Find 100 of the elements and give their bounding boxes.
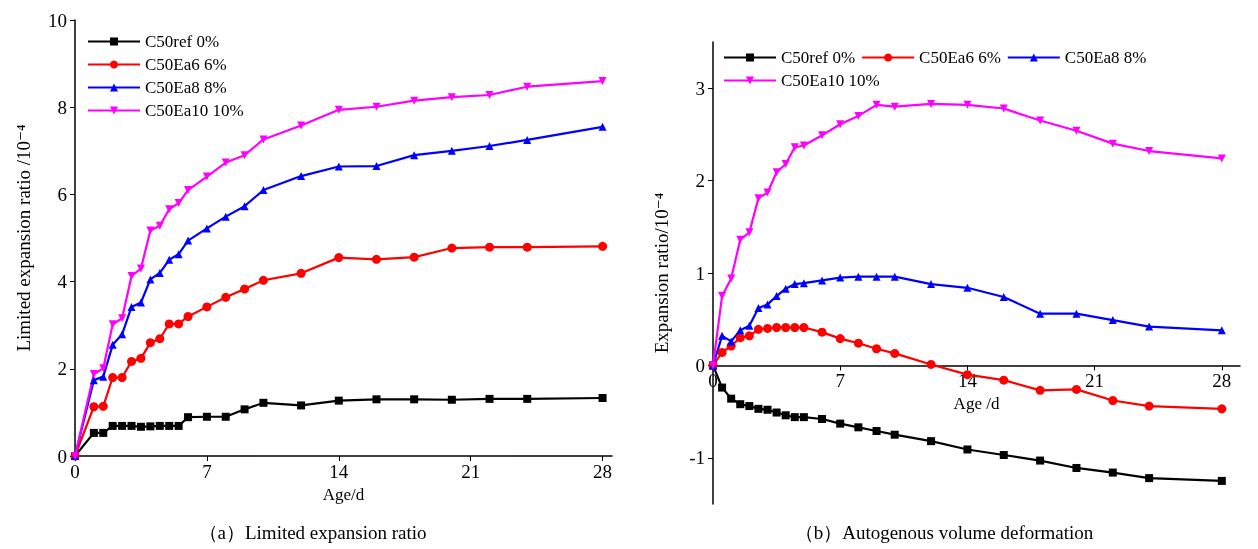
point (717, 347, 727, 357)
legend-label: C50Ea6 6% (145, 55, 227, 74)
point (372, 162, 381, 171)
point (763, 405, 772, 414)
point (118, 421, 127, 430)
point (1217, 154, 1226, 163)
y-tick-label: -1 (689, 447, 705, 469)
point (772, 323, 782, 333)
point (854, 111, 863, 120)
legend-label: C50ref 0% (145, 32, 220, 51)
point (853, 338, 863, 348)
y-tick-label: 1 (695, 262, 705, 284)
y-tick-label: 3 (695, 77, 705, 99)
point (818, 131, 827, 140)
point (221, 292, 231, 302)
point (1217, 404, 1227, 414)
legend-label: C50Ea8 8% (1064, 48, 1147, 67)
point (872, 100, 881, 109)
point (165, 421, 174, 430)
point (598, 122, 607, 131)
point (836, 419, 845, 428)
point (854, 423, 863, 432)
point (297, 401, 306, 410)
point (926, 359, 936, 369)
point (155, 334, 165, 344)
point (817, 327, 827, 337)
y-tick-label: 6 (57, 183, 67, 205)
x-tick-label: 0 (70, 461, 80, 482)
x-axis-title: Age /d (953, 394, 1000, 414)
point (963, 283, 972, 292)
x-tick-label: 21 (461, 461, 481, 482)
point (736, 400, 745, 409)
point (136, 422, 145, 431)
point (963, 100, 972, 109)
point (164, 319, 174, 329)
point (334, 253, 344, 263)
point (727, 394, 736, 403)
point (184, 186, 193, 195)
point (799, 413, 808, 422)
y-tick-label: 10 (48, 9, 67, 31)
point (240, 405, 249, 414)
point (410, 395, 419, 404)
point (174, 250, 183, 259)
point (89, 376, 98, 385)
point (259, 135, 268, 144)
point (818, 414, 827, 423)
point (744, 331, 754, 341)
point (1072, 463, 1081, 472)
point (854, 272, 863, 281)
legend-label: C50Ea6 6% (919, 48, 1001, 67)
point (258, 275, 268, 285)
point (108, 373, 118, 383)
point (334, 396, 343, 405)
text: （b）Autogenous volume deformation (794, 522, 1094, 543)
x-tick-label: 14 (329, 461, 349, 482)
point (790, 413, 799, 422)
x-tick-label: 7 (202, 461, 212, 482)
point (89, 370, 98, 379)
point (1036, 456, 1045, 465)
point (89, 402, 99, 412)
point (127, 421, 136, 430)
point (799, 279, 808, 288)
point (184, 413, 193, 422)
point (763, 323, 773, 333)
point (127, 271, 136, 280)
y-tick-label: 8 (57, 96, 67, 118)
point (818, 276, 827, 285)
point (485, 142, 494, 150)
point (763, 188, 772, 197)
point (108, 340, 117, 349)
point (136, 298, 145, 307)
point (999, 451, 1008, 460)
point (890, 272, 899, 281)
point (753, 324, 763, 334)
point (259, 398, 268, 407)
point (240, 284, 250, 294)
point (790, 323, 800, 333)
point (1145, 474, 1154, 483)
point (522, 242, 532, 252)
point (963, 445, 972, 454)
point (718, 292, 727, 301)
point (485, 90, 494, 99)
point (523, 135, 532, 144)
point (718, 383, 727, 392)
legend-label: C50Ea8 8% (145, 78, 227, 97)
point (372, 102, 381, 111)
point (240, 202, 249, 211)
point (927, 437, 936, 446)
point (297, 172, 306, 181)
point (836, 273, 845, 282)
point (1036, 309, 1045, 318)
legend-label: C50ref 0% (781, 48, 856, 67)
point (202, 412, 211, 421)
point (1071, 384, 1081, 394)
point (781, 284, 790, 293)
legend-label: C50Ea10 10% (145, 101, 244, 120)
point (1072, 126, 1081, 135)
point (174, 421, 183, 430)
point (872, 427, 881, 435)
point (598, 77, 607, 86)
